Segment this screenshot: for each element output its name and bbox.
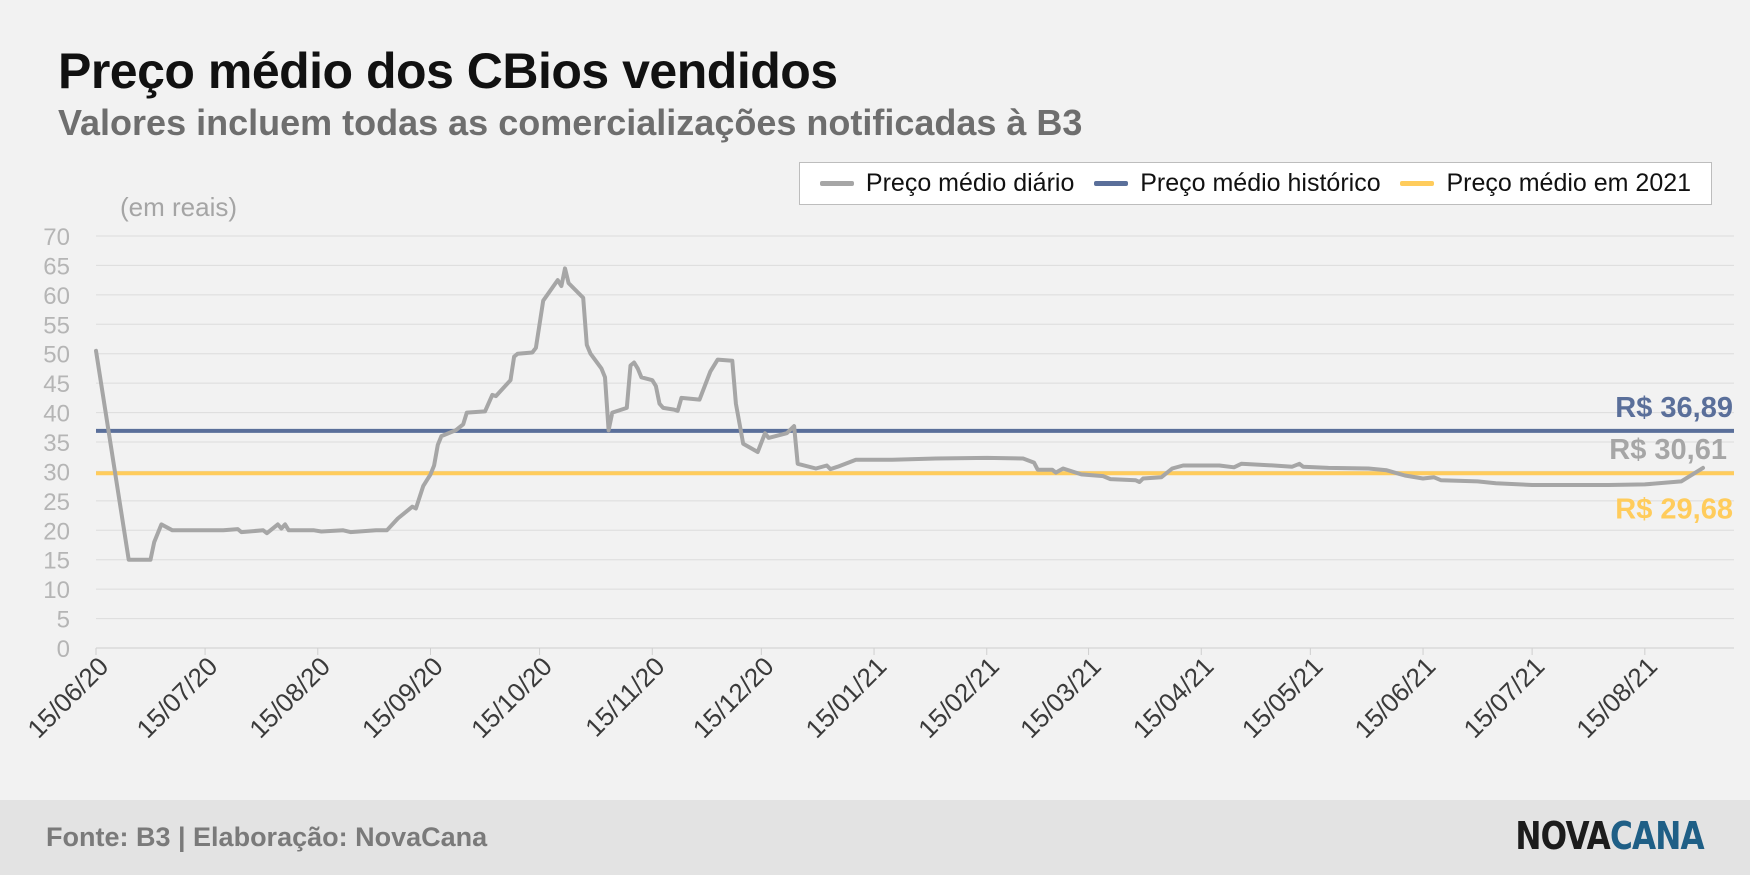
y-tick-label-0: 0	[57, 636, 70, 663]
x-tick-label-9: 15/03/21	[1014, 651, 1107, 744]
y-tick-label-50: 50	[43, 342, 70, 369]
series-lines	[94, 266, 1734, 562]
x-tick-label-8: 15/02/21	[912, 651, 1005, 744]
end-value-labels: R$ 36,89 R$ 30,61 R$ 29,68	[1609, 392, 1733, 525]
y-tick-label-65: 65	[43, 253, 70, 280]
legend-item-historic: Preço médio histórico	[1094, 169, 1381, 198]
x-tick-label-3: 15/09/20	[356, 651, 449, 744]
legend-swatch-historic	[1094, 181, 1129, 186]
y-unit-label: (em reais)	[120, 192, 237, 222]
legend-item-daily: Preço médio diário	[819, 169, 1075, 198]
y-tick-label-20: 20	[43, 518, 70, 545]
y-tick-label-10: 10	[43, 577, 70, 604]
legend-swatch-daily	[819, 181, 854, 186]
y-tick-label-25: 25	[43, 489, 70, 516]
y-tick-label-5: 5	[57, 607, 70, 634]
x-tick-label-2: 15/08/20	[243, 651, 336, 744]
legend-label-daily: Preço médio diário	[865, 169, 1075, 197]
x-tick-label-14: 15/08/21	[1570, 651, 1663, 744]
x-tick-label-7: 15/01/21	[800, 651, 893, 744]
legend-item-2021: Preço médio em 2021	[1400, 169, 1691, 198]
logo-part-cana: CANA	[1610, 814, 1705, 858]
footer-bar: Fonte: B3 | Elaboração: NovaCana NOVACAN…	[0, 800, 1750, 875]
x-tick-label-11: 15/05/21	[1236, 651, 1329, 744]
y-tick-label-60: 60	[43, 283, 70, 310]
x-tick-label-0: 15/06/20	[21, 651, 114, 744]
y-tick-label-30: 30	[43, 459, 70, 486]
avg-2021-value-label: R$ 29,68	[1615, 493, 1733, 525]
legend-label-2021: Preço médio em 2021	[1446, 169, 1692, 197]
x-tick-label-12: 15/06/21	[1349, 651, 1442, 744]
logo-part-nova: NOVA	[1515, 814, 1611, 858]
historic-average-value-label: R$ 36,89	[1615, 392, 1733, 424]
x-axis-ticks: 15/06/20 15/07/20 15/08/20 15/09/20 15/10/20…	[21, 648, 1663, 744]
source-note: Fonte: B3 | Elaboração: NovaCana	[46, 822, 488, 852]
y-tick-label-55: 55	[43, 312, 70, 339]
last-daily-value-label: R$ 30,61	[1609, 434, 1727, 466]
daily-price-line	[94, 266, 1705, 562]
x-tick-label-13: 15/07/21	[1458, 651, 1551, 744]
novacana-logo: NOVACANA	[1515, 814, 1705, 858]
chart-legend: Preço médio diário Preço médio histórico…	[799, 162, 1712, 205]
x-tick-label-5: 15/11/20	[579, 651, 670, 742]
legend-label-historic: Preço médio histórico	[1140, 169, 1381, 197]
y-tick-label-40: 40	[43, 401, 70, 428]
y-tick-label-45: 45	[43, 371, 70, 398]
x-tick-label-1: 15/07/20	[131, 651, 224, 744]
x-tick-label-4: 15/10/20	[465, 651, 558, 744]
chart-title: Preço médio dos CBios vendidos	[58, 43, 838, 99]
chart-subtitle: Valores incluem todas as comercializaçõe…	[58, 102, 1083, 143]
legend-swatch-2021	[1400, 181, 1435, 186]
y-tick-label-70: 70	[43, 224, 70, 251]
x-tick-label-6: 15/12/20	[687, 651, 780, 744]
gridlines	[96, 235, 1734, 649]
y-tick-label-15: 15	[43, 548, 70, 575]
y-tick-label-35: 35	[43, 430, 70, 457]
x-tick-label-10: 15/04/21	[1127, 651, 1220, 744]
